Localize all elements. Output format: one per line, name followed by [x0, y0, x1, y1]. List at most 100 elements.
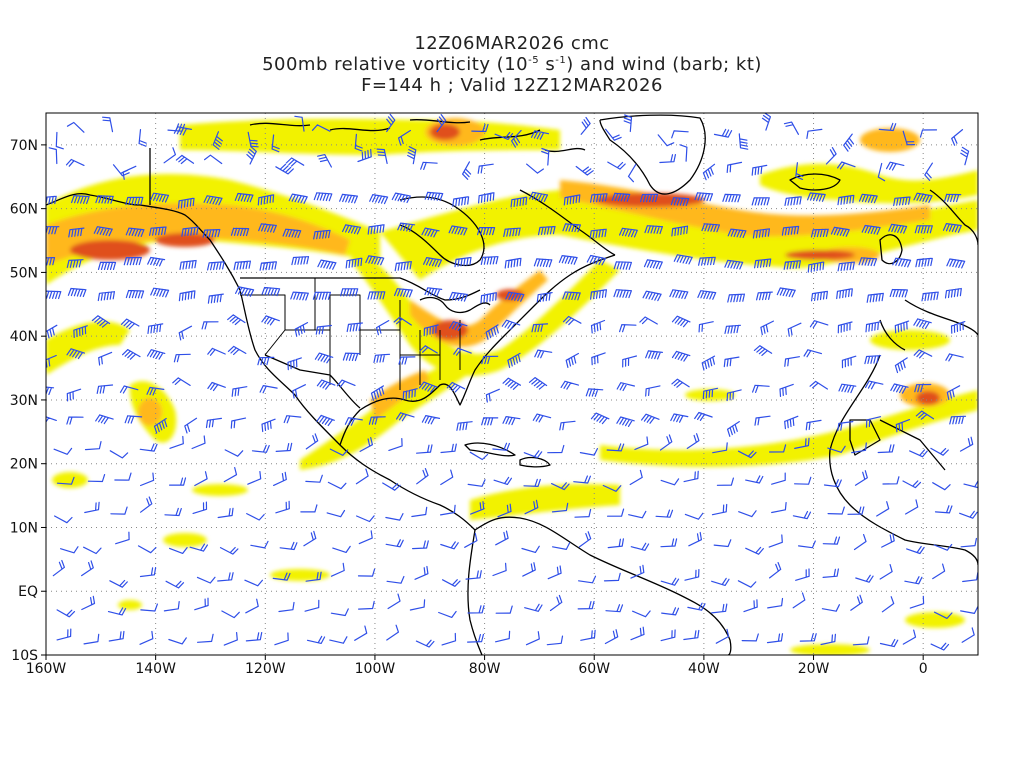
wind-barb	[108, 630, 125, 642]
wind-barb	[462, 161, 472, 180]
wind-barb	[438, 610, 457, 618]
wind-barb	[454, 256, 472, 268]
wind-barb	[921, 291, 939, 302]
wind-barb	[66, 416, 84, 425]
wind-barb	[529, 191, 549, 203]
wind-barb	[562, 223, 581, 233]
wind-barb	[531, 323, 549, 333]
wind-barb	[909, 595, 925, 609]
wind-barb	[602, 484, 622, 492]
wind-barb	[139, 443, 158, 452]
wind-barb	[727, 421, 740, 437]
wind-barb	[741, 633, 759, 642]
wind-barb	[642, 290, 662, 302]
wind-barb	[107, 607, 127, 616]
wind-barb	[562, 315, 582, 326]
wind-barb	[97, 291, 115, 302]
wind-barb	[823, 479, 842, 488]
wind-barb	[169, 435, 184, 449]
wind-barb	[244, 579, 263, 587]
wind-barb	[659, 154, 676, 164]
wind-barb	[660, 629, 676, 642]
wind-barb	[125, 196, 144, 206]
wind-barb	[272, 572, 291, 581]
wind-barb	[125, 227, 145, 237]
wind-barb	[701, 355, 716, 371]
wind-barb	[81, 595, 96, 611]
wind-barb	[803, 349, 822, 358]
wind-barb	[716, 477, 734, 486]
wind-barb	[442, 579, 461, 587]
wind-barb	[577, 600, 595, 610]
wind-barb	[257, 356, 275, 366]
wind-barb	[794, 437, 810, 449]
wind-barb	[607, 161, 626, 170]
wind-barb	[317, 154, 332, 168]
wind-barb	[784, 196, 802, 206]
wind-barb	[219, 546, 239, 555]
lon-tick-label: 160W	[26, 661, 67, 677]
wind-barb	[169, 477, 187, 486]
wind-barb	[56, 476, 75, 485]
wind-barb	[246, 513, 265, 521]
wind-barb	[827, 506, 845, 515]
wind-barb	[679, 144, 688, 162]
wind-barb	[878, 122, 897, 132]
wind-barb	[503, 227, 521, 237]
wind-barb	[847, 506, 865, 515]
wind-barb	[820, 633, 836, 646]
wind-barb	[234, 192, 254, 203]
wind-barb	[795, 162, 804, 180]
wind-barb	[56, 628, 72, 641]
wind-barb	[356, 515, 375, 523]
wind-barb	[332, 545, 351, 553]
wind-barb	[411, 506, 428, 518]
wind-barb	[889, 288, 908, 298]
wind-barb	[415, 639, 435, 648]
wind-barb	[436, 114, 447, 133]
wind-barb	[769, 444, 787, 453]
wind-barb	[423, 324, 439, 337]
wind-barb	[769, 562, 782, 579]
wind-barb	[902, 130, 916, 146]
wind-barb	[743, 599, 758, 613]
wind-barb	[342, 224, 362, 235]
wind-barb	[580, 116, 591, 135]
map-title: 12Z06MAR2026 cmc 500mb relative vorticit…	[0, 33, 1024, 96]
wind-barb	[147, 323, 164, 334]
wind-barb	[313, 192, 333, 202]
wind-barb	[327, 481, 347, 490]
wind-barb	[235, 286, 255, 297]
wind-barb	[300, 504, 318, 513]
wind-barb	[932, 563, 946, 580]
wind-barb	[701, 223, 720, 233]
wind-barb	[688, 531, 702, 547]
coast-iceland	[789, 173, 841, 191]
wind-barb	[344, 417, 363, 426]
wind-barb	[197, 633, 214, 643]
wind-barb	[960, 606, 978, 614]
lon-tick-label: 80W	[469, 661, 501, 677]
wind-barb	[524, 603, 543, 612]
wind-barb	[694, 192, 714, 202]
wind-barb	[492, 562, 507, 577]
wind-barb	[139, 567, 157, 578]
wind-barb	[287, 357, 302, 371]
wind-barb	[639, 316, 658, 325]
wind-barb	[565, 352, 579, 368]
wind-barb	[961, 627, 975, 643]
wind-barb	[507, 352, 521, 368]
wind-barb	[386, 575, 405, 584]
wind-barb	[613, 289, 632, 299]
wind-barb	[448, 291, 468, 302]
wind-barb	[245, 632, 263, 642]
wind-barb	[358, 530, 373, 545]
wind-barb	[110, 506, 128, 515]
wind-barb	[913, 318, 932, 329]
wind-barb	[616, 382, 635, 392]
coast-hispaniola	[519, 456, 551, 468]
wind-barb	[376, 320, 390, 336]
wind-barb	[942, 223, 962, 233]
wind-barb	[261, 286, 281, 297]
wind-barb	[261, 315, 280, 326]
